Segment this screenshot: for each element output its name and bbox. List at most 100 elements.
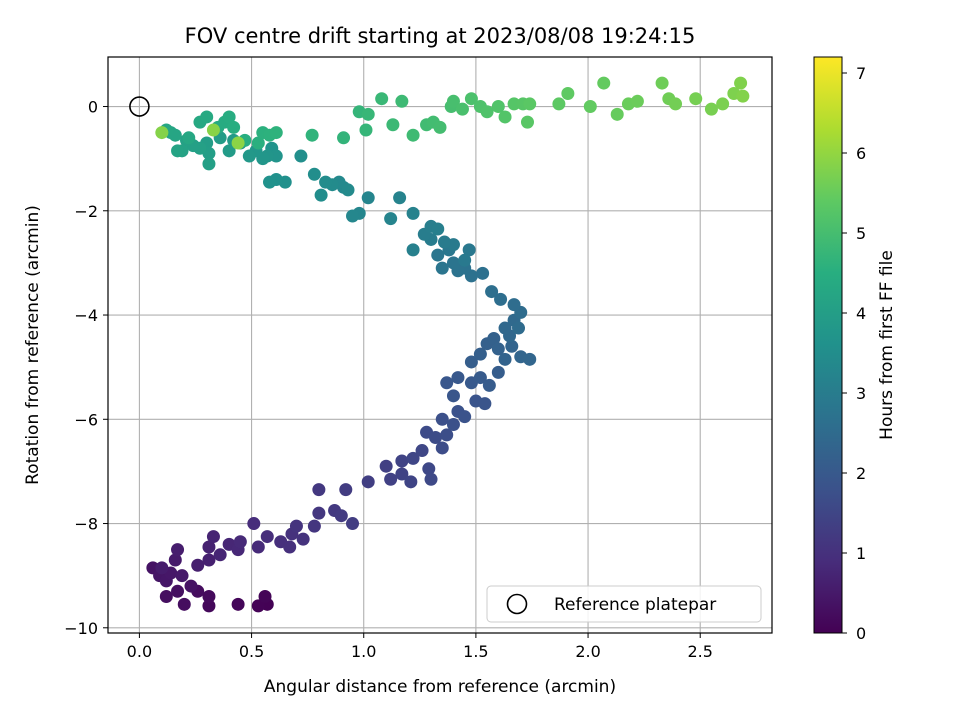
data-point [523,97,537,111]
data-point [307,519,321,533]
data-point [478,397,492,411]
y-axis: 0 −2 −4 −6 −8 −10 [64,98,108,638]
data-point [319,175,333,189]
data-point [206,123,220,137]
x-tick-label: 1.5 [463,642,488,661]
data-point [242,149,256,163]
chart-title: FOV centre drift starting at 2023/08/08 … [185,24,696,48]
data-point [446,389,460,403]
data-point [171,543,185,557]
data-point [337,131,351,145]
colorbar-tick-label: 3 [856,384,866,403]
data-point [206,530,220,544]
data-point [283,540,297,554]
data-point [155,126,169,140]
colorbar-label: Hours from first FF file [877,250,897,440]
x-axis-label: Angular distance from reference (arcmin) [264,677,616,697]
data-point [213,548,227,562]
colorbar-tick-label: 2 [856,464,866,483]
data-point [247,517,261,531]
plot-frame [107,56,773,634]
data-point [507,298,521,312]
data-point [202,599,216,613]
data-point [231,136,245,150]
data-point [168,553,182,567]
data-point [476,266,490,280]
grid [108,57,772,633]
data-point [431,248,445,262]
y-tick-label: −10 [64,619,98,638]
data-point [202,157,216,171]
data-point [341,183,355,197]
data-point [346,209,360,223]
colorbar-tick-label: 0 [856,624,866,643]
data-point [260,530,274,544]
data-point [269,126,283,140]
y-tick-label: −6 [74,410,98,429]
data-point [202,590,216,604]
data-point [736,89,750,103]
y-tick-label: 0 [88,98,98,117]
colorbar-tick-label: 6 [856,144,866,163]
data-point [312,506,326,520]
data-point [222,144,236,158]
data-point [406,128,420,142]
legend: Reference platepar [486,585,762,623]
data-point [520,115,534,129]
data-point [716,97,730,111]
data-point [446,256,460,270]
data-point [294,149,308,163]
data-point [233,535,247,549]
data-point [384,472,398,486]
data-point [435,441,449,455]
data-point [446,94,460,108]
data-point [334,509,348,523]
data-point [464,355,478,369]
data-point [512,321,526,335]
x-tick-label: 0.5 [239,642,264,661]
data-point [655,76,669,90]
data-point [422,462,436,476]
data-point [473,371,487,385]
data-point [379,459,393,473]
data-point [689,92,703,106]
data-point [491,342,505,356]
data-point [704,102,718,116]
data-point [395,454,409,468]
data-point [251,599,265,613]
data-point [523,352,537,366]
x-tick-label: 0.0 [127,642,152,661]
data-point [202,553,216,567]
legend-entry-reference-platepar: Reference platepar [554,595,716,615]
data-point [507,97,521,111]
data-point [424,472,438,486]
data-point [222,110,236,124]
data-point [498,352,512,366]
data-point [359,123,373,137]
data-point [440,376,454,390]
data-point [289,519,303,533]
data-point [482,378,496,392]
data-point [393,191,407,205]
data-point [455,102,469,116]
colorbar: 0 1 2 3 4 5 6 7 Hours from first FF file [813,56,897,643]
data-point [307,167,321,181]
colorbar-gradient [814,57,842,633]
data-point [202,540,216,554]
data-point [440,428,454,442]
data-point [404,475,418,489]
data-point [473,347,487,361]
data-point [263,175,277,189]
reference-marker-layer [129,96,150,117]
data-point [191,558,205,572]
colorbar-tick-label: 5 [856,224,866,243]
data-point [446,417,460,431]
data-point [384,212,398,226]
data-point [498,110,512,124]
data-point [386,118,400,132]
data-point [296,532,310,546]
data-point [451,371,465,385]
data-point [431,222,445,236]
data-point [305,128,319,142]
